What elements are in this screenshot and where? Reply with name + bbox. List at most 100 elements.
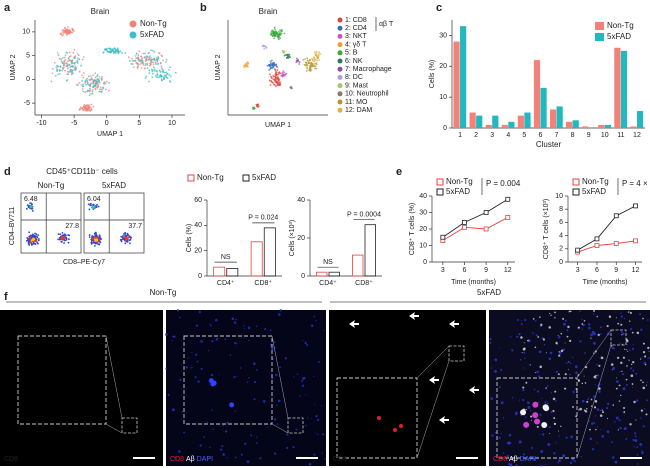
x-tick-label: 8 [571, 132, 575, 139]
point [483, 210, 489, 215]
signal [502, 417, 505, 419]
x-axis-label: UMAP 1 [265, 122, 291, 129]
signal [544, 401, 547, 404]
signal [304, 341, 307, 345]
cell-dot [165, 76, 168, 79]
cell-dot [82, 106, 85, 109]
signal [247, 339, 250, 342]
gate-value: 6.04 [87, 196, 101, 203]
cell-dot [272, 31, 275, 34]
cell-dot [57, 73, 59, 76]
cell-dot [96, 75, 99, 78]
signal [211, 409, 213, 411]
cell-dot [269, 84, 272, 87]
signal [524, 318, 527, 322]
cell-dot [86, 83, 89, 85]
zoom-link [576, 329, 612, 379]
cell-dot [272, 66, 275, 68]
y-tick-label: 2 [559, 246, 563, 253]
cell-dot [62, 64, 65, 67]
event-dot [91, 235, 94, 237]
signal [536, 425, 539, 428]
signal [235, 318, 237, 321]
signal [315, 414, 318, 418]
signal [584, 365, 588, 369]
x-tick-label: 3 [490, 132, 494, 139]
cell-dot [148, 57, 151, 60]
cell-dot [69, 68, 72, 71]
signal [530, 419, 532, 421]
cell-dot [309, 64, 312, 66]
signal [522, 386, 525, 389]
cell [393, 428, 397, 432]
cell-dot [282, 70, 284, 72]
legend-label: 8: DC [345, 74, 363, 81]
y-tick-label: 30 [419, 209, 427, 216]
legend-label: 2: CD4 [345, 25, 367, 32]
signal [571, 356, 574, 358]
cell-dot [313, 60, 316, 63]
signal [200, 367, 203, 370]
cell-dot [268, 73, 271, 76]
signal [246, 381, 249, 383]
signal [630, 367, 633, 370]
event-dot [27, 206, 30, 209]
x-tick-label: 4 [506, 132, 510, 139]
cell-dot [97, 79, 100, 82]
signal [598, 390, 601, 393]
cell-dot [136, 67, 139, 70]
signal [555, 442, 557, 444]
cell-dot [304, 58, 306, 60]
bar [524, 112, 531, 128]
signal [629, 311, 632, 314]
cell-dot [286, 53, 289, 56]
signal [187, 357, 189, 359]
cell-dot [86, 90, 89, 93]
signal [575, 371, 578, 375]
cell-dot [96, 84, 99, 87]
signal [558, 430, 560, 432]
bar [604, 124, 611, 128]
signal [494, 369, 498, 373]
cell-dot [269, 63, 272, 66]
cell-dot [96, 86, 99, 89]
cell-dot [113, 50, 116, 53]
signal [619, 426, 622, 430]
y-tick-label: 0 [559, 259, 563, 266]
cell-dot [152, 72, 154, 75]
signal [527, 339, 529, 342]
signal [534, 320, 537, 322]
signal [594, 384, 596, 386]
signal [540, 464, 543, 467]
cell-dot [156, 76, 158, 79]
signal [234, 410, 236, 412]
event-dot [61, 237, 64, 240]
event-dot [90, 238, 93, 241]
cell-dot [66, 33, 68, 36]
signal [606, 417, 609, 420]
cell-dot [86, 79, 89, 82]
signal [606, 430, 610, 434]
signal [562, 317, 565, 320]
cell-dot [287, 55, 290, 58]
signal [212, 428, 215, 430]
cell-dot [274, 28, 276, 31]
cell-dot [130, 62, 133, 65]
signal [548, 426, 551, 429]
signal [642, 350, 646, 354]
signal [229, 354, 232, 356]
bar [476, 115, 483, 128]
event-dot [125, 239, 127, 242]
cell-dot [70, 60, 73, 63]
x-tick-label: 6 [539, 132, 543, 139]
event-dot [37, 234, 40, 237]
signal [596, 374, 600, 377]
event-dot [25, 239, 28, 242]
signal [236, 375, 238, 377]
legend-swatch [337, 58, 343, 64]
signal [600, 428, 602, 430]
signal [618, 384, 621, 387]
signal [253, 398, 256, 401]
cell-dot [150, 63, 152, 66]
